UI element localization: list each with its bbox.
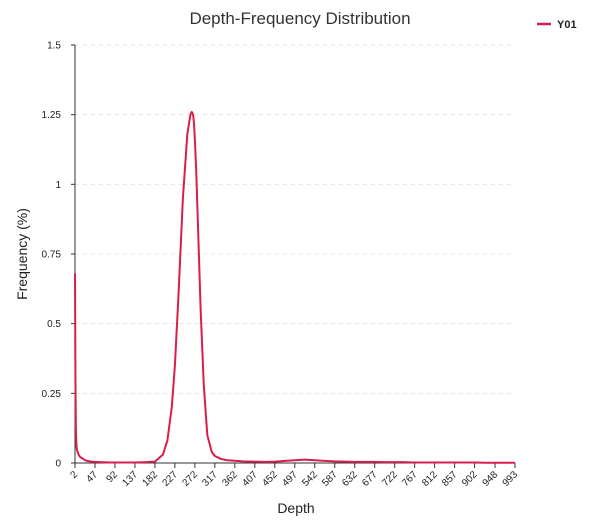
- x-tick-label: 317: [200, 469, 220, 489]
- x-tick-label: 902: [460, 469, 480, 489]
- legend-label: Y01: [557, 19, 577, 31]
- x-tick-label: 272: [180, 469, 200, 489]
- series-layer: [74, 110, 515, 464]
- x-tick-label: 182: [140, 469, 160, 489]
- x-tick-label: 948: [481, 469, 501, 489]
- x-tick-label: 47: [84, 469, 100, 485]
- x-tick-label: 542: [300, 469, 320, 489]
- x-tick-label: 362: [220, 469, 240, 489]
- y-axis-label: Frequency (%): [14, 208, 30, 300]
- x-tick-label: 632: [340, 469, 360, 489]
- x-tick-label: 407: [240, 469, 260, 489]
- x-tick-label: 587: [320, 469, 340, 489]
- x-tick-label: 227: [160, 469, 180, 489]
- x-tick-label: 857: [440, 469, 460, 489]
- y-tick-label: 1: [55, 180, 61, 191]
- x-tick-label: 92: [104, 469, 120, 485]
- series-line-y01[interactable]: [74, 110, 515, 464]
- y-tick-label: 0.75: [42, 250, 62, 261]
- y-tick-label: 1.25: [42, 110, 62, 121]
- x-axis-label: Depth: [277, 500, 314, 516]
- x-tick-label: 677: [360, 469, 380, 489]
- chart-title: Depth-Frequency Distribution: [189, 9, 410, 28]
- x-tick-label: 497: [280, 469, 300, 489]
- x-tick-label: 767: [400, 469, 420, 489]
- x-tick-label: 137: [120, 469, 140, 489]
- x-axis-ticks: 2 47 92 137 182 227 272 317 362 407 452 497 542 587 63…: [68, 463, 520, 489]
- y-axis-ticks: 0 0.25 0.5 0.75 1 1.25 1.5: [42, 41, 75, 470]
- legend[interactable]: Y01: [537, 19, 577, 31]
- y-tick-label: 0: [55, 459, 61, 470]
- y-tick-label: 1.5: [47, 41, 61, 52]
- grid: [75, 44, 515, 394]
- x-tick-label: 452: [260, 469, 280, 489]
- x-tick-label: 722: [380, 469, 400, 489]
- x-tick-label: 2: [68, 469, 80, 481]
- y-tick-label: 0.5: [47, 319, 61, 330]
- y-tick-label: 0.25: [42, 389, 62, 400]
- x-tick-label: 993: [501, 469, 521, 489]
- x-tick-label: 812: [420, 469, 440, 489]
